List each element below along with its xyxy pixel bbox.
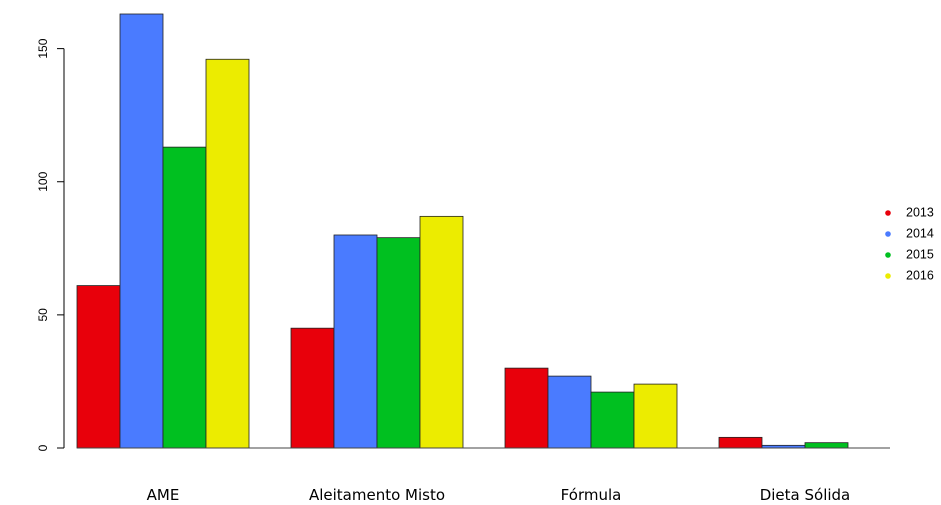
y-tick-label: 0: [36, 444, 50, 451]
legend-swatch: [885, 210, 891, 216]
legend-swatch: [885, 231, 891, 237]
legend-swatch: [885, 273, 891, 279]
category-label: Dieta Sólida: [760, 486, 851, 504]
legend-swatch: [885, 252, 891, 258]
bars: [76, 13, 849, 449]
bar-2014-2: [547, 375, 592, 449]
bar-2014-0: [119, 13, 164, 449]
bar-2014-1: [333, 234, 378, 449]
bar-2015-3: [804, 442, 849, 449]
bar-2015-1: [376, 237, 421, 449]
bar-2013-2: [504, 367, 549, 449]
bar-2016-2: [633, 383, 678, 449]
legend-label: 2015: [906, 247, 934, 261]
y-tick-label: 50: [36, 308, 50, 322]
bar-2015-0: [162, 146, 207, 449]
legend-label: 2014: [906, 226, 934, 240]
category-label: AME: [147, 486, 180, 504]
bar-2013-0: [76, 285, 121, 449]
category-label: Fórmula: [561, 486, 622, 504]
y-axis: 0 50 100 150: [36, 38, 65, 451]
legend: 2013 2014 2015 2016: [885, 205, 934, 282]
category-labels: AME Aleitamento Misto Fórmula Dieta Sólida: [147, 486, 851, 504]
category-label: Aleitamento Misto: [309, 486, 445, 504]
bar-2013-1: [290, 327, 335, 449]
bar-2016-0: [205, 58, 250, 449]
y-tick-label: 100: [36, 171, 50, 191]
bar-2016-1: [419, 215, 464, 449]
legend-label: 2013: [906, 205, 934, 219]
bar-2015-2: [590, 391, 635, 449]
legend-label: 2016: [906, 268, 934, 282]
bar-2013-3: [718, 436, 763, 449]
y-tick-label: 150: [36, 38, 50, 58]
